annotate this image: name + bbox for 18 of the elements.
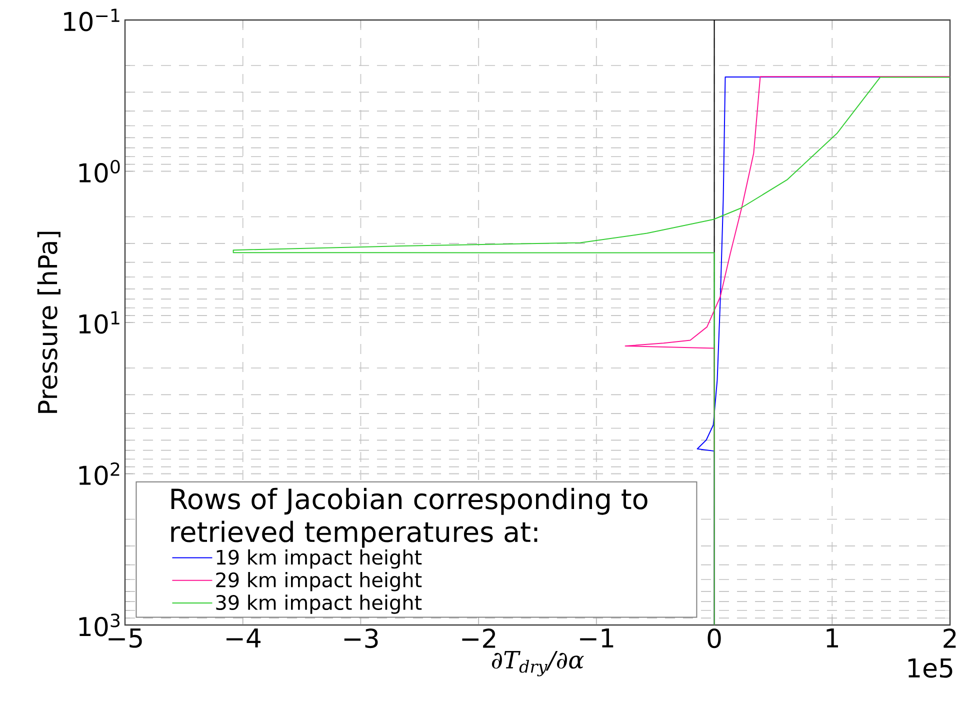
x-tick-label: −4 — [226, 628, 261, 648]
legend-label: 39 km impact height — [216, 594, 422, 614]
y-axis-title: Pressure [hPa] — [37, 232, 60, 413]
y-tick-label: 10$^{−1}$ — [64, 8, 120, 32]
y-tick-label: 10$^{2}$ — [79, 462, 120, 486]
y-tick-label: 10$^{0}$ — [79, 160, 120, 183]
x-tick-label: 2 — [944, 628, 956, 648]
x-tick-label: −1 — [580, 628, 614, 648]
legend-title: Rows of Jacobian corresponding to retrieved temperatures at: — [171, 488, 648, 548]
x-tick-label: −3 — [344, 628, 378, 648]
x-tick-label: 1 — [826, 628, 838, 648]
x-axis-title: ∂T$_{dry}$/∂α — [492, 650, 584, 676]
legend-label: 29 km impact height — [216, 572, 422, 592]
y-tick-label: 10$^{1}$ — [79, 311, 120, 334]
x-tick-label: −2 — [462, 628, 496, 648]
x-tick-label: 0 — [708, 628, 721, 648]
legend-label: 19 km impact height — [216, 549, 422, 569]
text: 1e5 — [908, 658, 952, 678]
